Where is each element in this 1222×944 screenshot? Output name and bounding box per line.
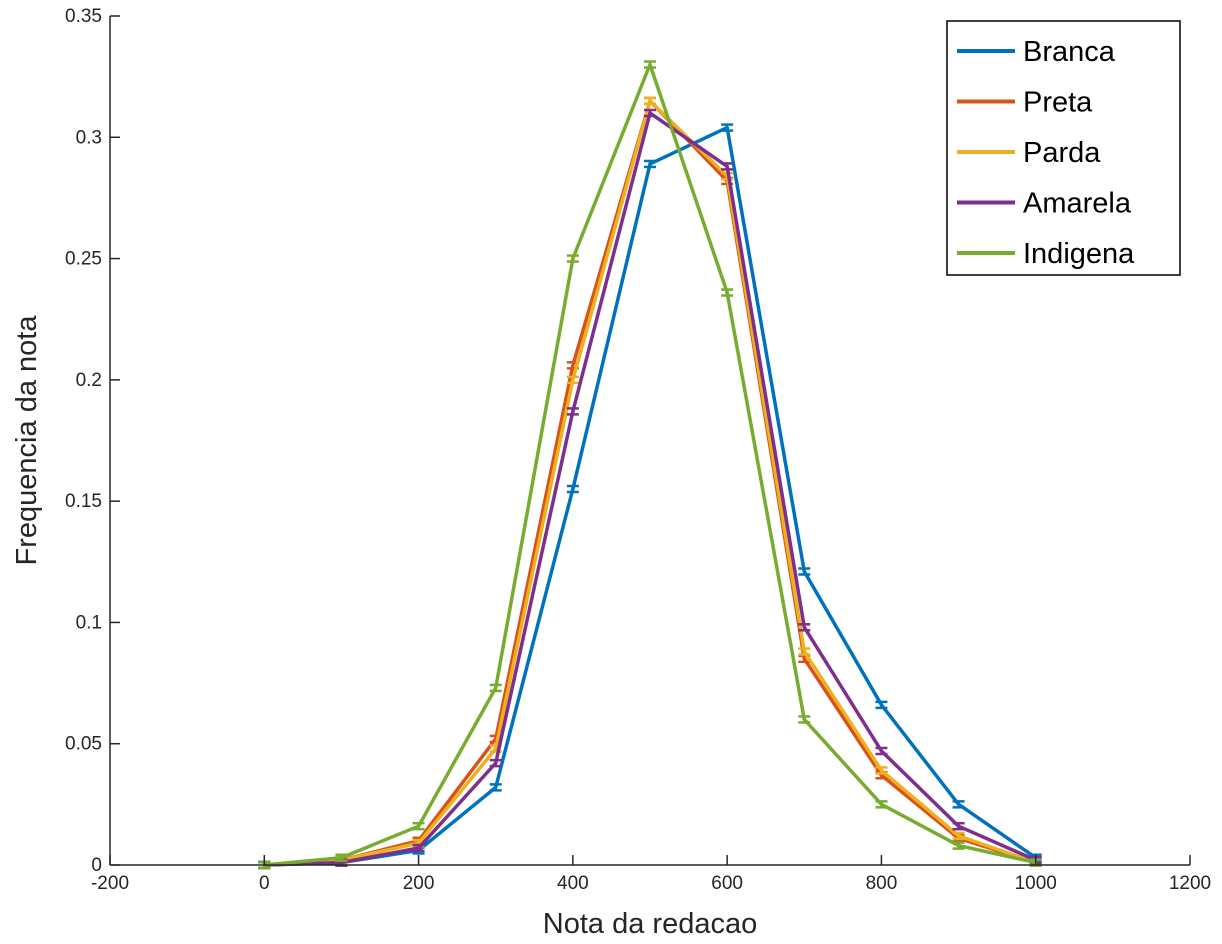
- x-ticks: -200 0 200 400 600 800 1000 1200: [91, 855, 1211, 894]
- data-point-indigena: [644, 60, 656, 69]
- data-point-parda: [798, 647, 811, 656]
- series-line-parda: [264, 99, 1037, 867]
- data-point-indigena: [798, 715, 811, 724]
- axes-layer: [109, 16, 1190, 866]
- data-point-indigena: [335, 853, 348, 862]
- data-point-indigena: [412, 821, 425, 831]
- x-axis-title: Nota da redacao: [543, 908, 757, 940]
- data-point-branca: [952, 800, 965, 809]
- data-point-parda: [566, 375, 579, 385]
- legend-label-branca: Branca: [1023, 36, 1116, 68]
- y-ticks: 0 0.05 0.1 0.15 0.2 0.25 0.3 0.35: [65, 6, 120, 876]
- y-tick-label: 0.2: [76, 370, 102, 391]
- series-line-indigena: [264, 62, 1037, 867]
- data-point-parda: [644, 96, 656, 106]
- data-point-indigena: [489, 683, 502, 693]
- data-point-indigena: [952, 841, 965, 850]
- x-tick-label: -200: [91, 873, 129, 894]
- y-tick-label: 0.35: [65, 6, 102, 27]
- data-point-amarela: [798, 623, 811, 632]
- data-point-indigena: [566, 254, 579, 263]
- x-tick-label: 1000: [1015, 873, 1057, 894]
- data-point-parda: [875, 766, 888, 775]
- data-point-branca: [798, 567, 811, 576]
- legend-label-parda: Parda: [1023, 137, 1101, 169]
- x-tick-label: 800: [866, 873, 898, 894]
- data-point-branca: [566, 484, 579, 494]
- legend-label-amarela: Amarela: [1023, 188, 1132, 220]
- data-point-amarela: [644, 108, 656, 118]
- data-point-branca: [489, 783, 502, 792]
- y-tick-label: 0.05: [65, 734, 102, 755]
- data-point-branca: [644, 159, 656, 169]
- series-line-preta: [264, 99, 1037, 867]
- data-point-indigena: [875, 800, 888, 809]
- y-tick-label: 0.25: [65, 249, 102, 270]
- x-tick-label: 0: [259, 873, 270, 894]
- data-point-amarela: [566, 407, 579, 416]
- series-layer: [258, 60, 1042, 870]
- y-tick-label: 0: [91, 855, 102, 876]
- data-point-parda: [952, 831, 965, 841]
- data-point-branca: [875, 700, 888, 710]
- x-tick-label: 1200: [1169, 873, 1211, 894]
- data-point-amarela: [721, 162, 734, 171]
- y-tick-label: 0.3: [76, 127, 102, 148]
- y-axis-title: Frequencia da nota: [11, 315, 43, 566]
- data-point-amarela: [875, 746, 888, 756]
- x-tick-label: 200: [403, 873, 435, 894]
- legend: Branca Preta Parda Amarela Indigena: [946, 20, 1181, 276]
- y-tick-label: 0.1: [76, 612, 102, 633]
- x-tick-label: 600: [711, 873, 743, 894]
- x-tick-label: 400: [557, 873, 589, 894]
- data-point-branca: [721, 123, 734, 132]
- legend-label-indigena: Indigena: [1023, 238, 1135, 270]
- legend-label-preta: Preta: [1023, 87, 1093, 119]
- data-point-amarela: [952, 821, 965, 831]
- series-line-branca: [264, 125, 1037, 867]
- data-point-amarela: [412, 843, 425, 853]
- legend-box: [946, 20, 1181, 276]
- y-tick-label: 0.15: [65, 491, 102, 512]
- data-point-amarela: [489, 758, 502, 768]
- data-point-indigena: [721, 288, 734, 297]
